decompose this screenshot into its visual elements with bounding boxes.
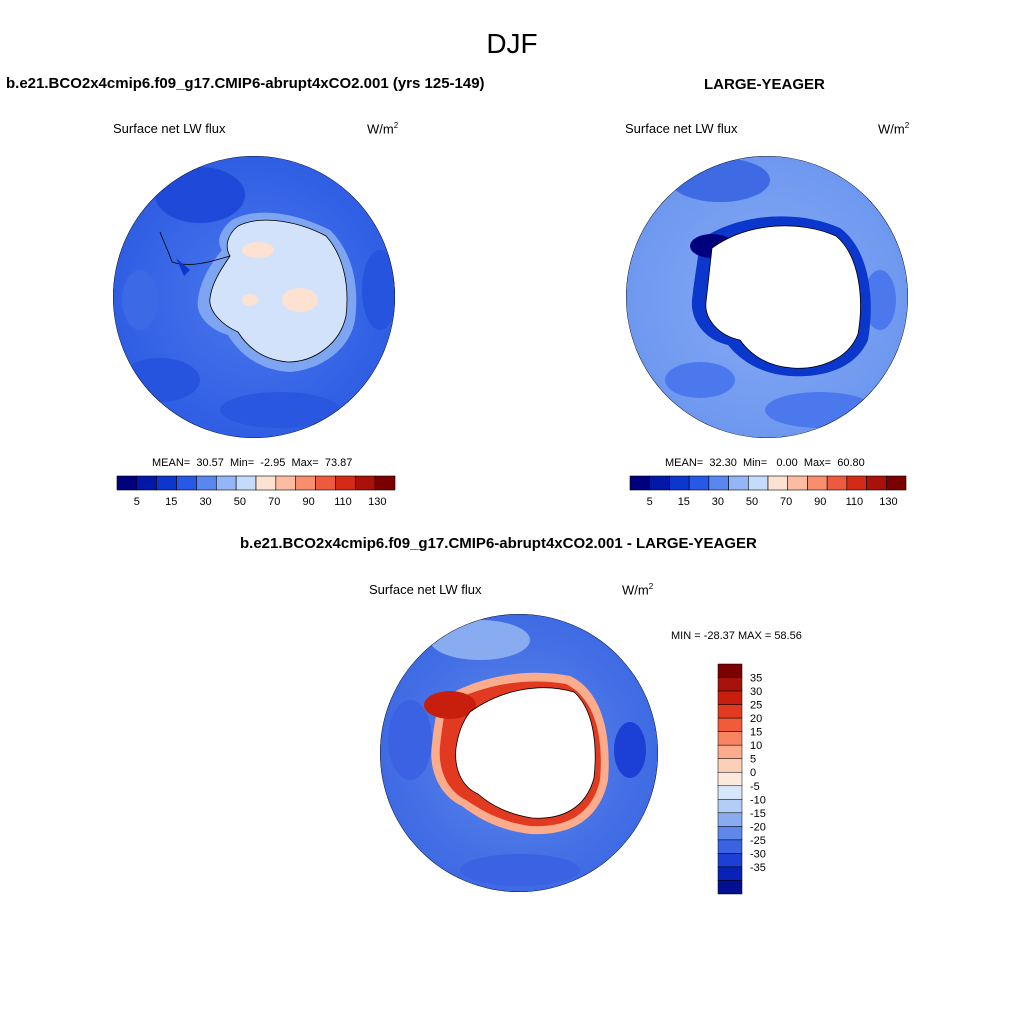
map-panel3 [380,614,658,892]
panel2-variable: Surface net LW flux [625,121,738,136]
colorbar-swatch [116,475,138,491]
panel1-units: W/m2 [367,121,399,137]
colorbar-tick-label: 110 [846,496,864,508]
colorbar-swatch [156,475,177,491]
colorbar-swatch [807,475,828,491]
colorbar-tick-label: -30 [750,848,766,860]
colorbar-tick-label: -35 [750,862,766,874]
colorbar-swatch [136,475,158,491]
colorbar-swatch [717,771,743,787]
colorbar-swatch [747,475,769,491]
colorbar-tick-label: 5 [750,754,756,766]
colorbar-panel1: 5 15 30 50 70 90 110 130 [116,475,396,508]
colorbar-swatch [235,475,257,491]
colorbar-swatch [717,758,743,773]
colorbar-tick-label: 70 [268,496,280,508]
colorbar-tick-label: 50 [746,496,758,508]
colorbar-tick-label: 30 [712,496,724,508]
colorbar-swatch [708,475,729,491]
panel2-title: LARGE-YEAGER [704,76,825,93]
colorbar-swatch [717,866,743,881]
colorbar-swatch [885,475,907,491]
colorbar-swatch [728,475,749,491]
colorbar-swatch [196,475,217,491]
panel1-stats: MEAN= 30.57 Min= -2.95 Max= 73.87 [152,457,353,469]
panel3-units: W/m2 [622,582,654,598]
colorbar-swatch [717,731,743,746]
colorbar-tick-label: 15 [750,727,762,739]
colorbar-swatch [717,839,743,854]
colorbar-tick-label: -15 [750,808,766,820]
colorbar-tick-label: 90 [814,496,826,508]
colorbar-tick-label: 35 [750,673,762,685]
colorbar-swatch [669,475,690,491]
colorbar-swatch [717,677,743,692]
colorbar-swatch [295,475,316,491]
colorbar-tick-label: 25 [750,700,762,712]
colorbar-swatch [717,663,743,678]
colorbar-swatch [717,812,743,827]
panel3-title: b.e21.BCO2x4cmip6.f09_g17.CMIP6-abrupt4x… [240,535,757,552]
colorbar-swatch [717,880,743,895]
colorbar-swatch [826,475,848,491]
colorbar-tick-label: 5 [647,496,653,508]
colorbar-tick-label: 130 [879,496,897,508]
panel3-stats: MIN = -28.37 MAX = 58.56 [671,630,802,642]
panel3-variable: Surface net LW flux [369,582,482,597]
colorbar-tick-label: -5 [750,781,760,793]
colorbar-tick-label: 10 [750,740,762,752]
colorbar-swatch [866,475,887,491]
colorbar-tick-label: -10 [750,794,766,806]
colorbar-swatch [215,475,237,491]
colorbar-swatch [374,475,396,491]
antarctica-outline-1 [209,219,348,363]
colorbar-swatch [787,475,808,491]
colorbar-swatch [688,475,710,491]
colorbar-tick-label: 130 [368,496,386,508]
colorbar-tick-label: 15 [678,496,690,508]
map-panel2 [626,156,908,438]
panel1-title: b.e21.BCO2x4cmip6.f09_g17.CMIP6-abrupt4x… [6,75,485,92]
colorbar-tick-label: 20 [750,713,762,725]
colorbar-tick-label: 0 [750,767,756,779]
season-title: DJF [486,28,538,59]
colorbar-swatch [717,704,743,719]
colorbar-tick-label: -20 [750,821,766,833]
colorbar-swatch [717,826,743,841]
colorbar-tick-label: 70 [780,496,792,508]
colorbar-tick-label: 15 [165,496,177,508]
colorbar-tick-label: 50 [234,496,246,508]
colorbar-tick-label: 110 [334,496,352,508]
colorbar-swatch [354,475,376,491]
antarctica-outline-3 [455,687,596,819]
colorbar-tick-label: 30 [750,686,762,698]
panel2-stats: MEAN= 32.30 Min= 0.00 Max= 60.80 [665,457,865,469]
colorbar-swatch [255,475,277,491]
colorbar-tick-label: 5 [134,496,140,508]
panel2-units: W/m2 [878,121,910,137]
antarctica-outline-2 [705,225,861,369]
colorbar-tick-label: 90 [302,496,314,508]
colorbar-swatch [335,475,356,491]
colorbar-swatch [629,475,651,491]
colorbar-swatch [717,717,743,732]
colorbar-swatch [767,475,789,491]
colorbar-swatch [176,475,197,491]
map-panel1 [113,156,395,438]
colorbar-swatch [275,475,297,491]
colorbar-swatch [846,475,867,491]
colorbar-swatch [717,853,743,868]
colorbar-swatch [717,744,743,759]
colorbar-tick-label: -25 [750,835,766,847]
colorbar-swatch [315,475,336,491]
colorbar-swatch [717,799,743,814]
colorbar-swatch [649,475,670,491]
colorbar-tick-label: 30 [199,496,211,508]
colorbar-swatch [717,785,743,800]
colorbar-swatch [717,690,743,705]
colorbar-panel2: 5 15 30 50 70 90 110 130 [629,475,907,508]
panel1-variable: Surface net LW flux [113,121,226,136]
